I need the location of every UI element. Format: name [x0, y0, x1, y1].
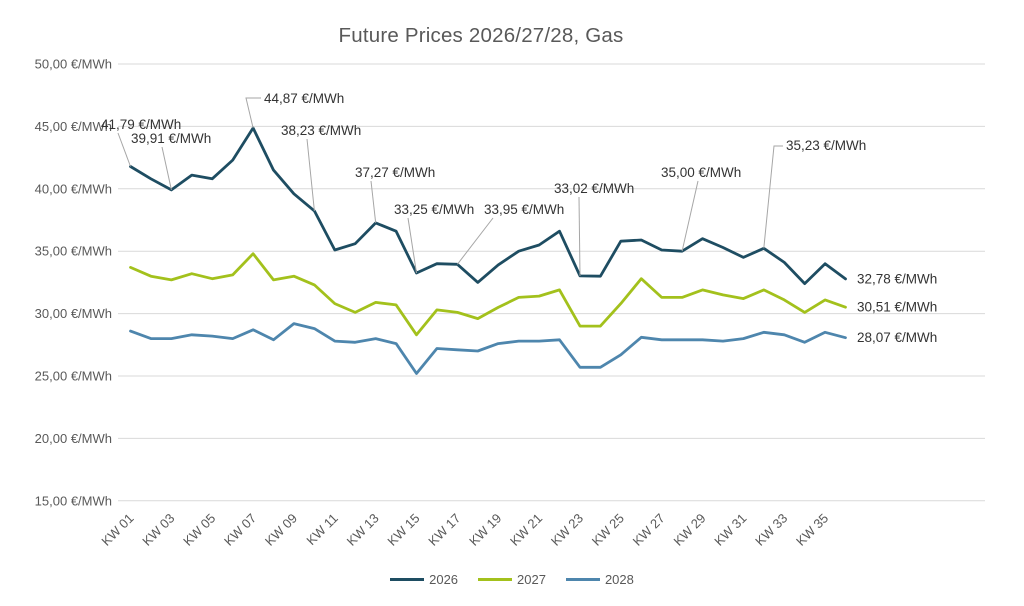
x-axis-label: KW 11 [303, 511, 341, 549]
x-axis-label: KW 33 [752, 511, 790, 549]
annotation-leader [681, 180, 699, 252]
x-axis-label: KW 27 [630, 511, 668, 549]
legend-swatch-2027 [478, 578, 513, 581]
annotation-leader [117, 132, 131, 167]
x-axis-label: KW 19 [466, 511, 504, 549]
legend-item-2027: 2027 [478, 572, 546, 587]
y-axis-label: 20,00 €/MWh [35, 431, 112, 446]
annotation-leader [245, 97, 261, 129]
annotation-leader [763, 145, 783, 249]
annotation-label: 35,23 €/MWh [786, 138, 866, 153]
annotation-label: 35,00 €/MWh [661, 165, 741, 180]
series-end-label: 32,78 €/MWh [857, 271, 937, 286]
x-axis-label: KW 17 [425, 511, 463, 549]
x-axis-label: KW 35 [793, 511, 831, 549]
y-axis-label: 25,00 €/MWh [35, 369, 112, 384]
x-axis-label: KW 25 [589, 511, 627, 549]
series-line-2027 [129, 252, 847, 337]
legend-swatch-2026 [390, 578, 425, 581]
y-axis-label: 50,00 €/MWh [35, 57, 112, 72]
annotation-label: 33,95 €/MWh [484, 202, 564, 217]
y-axis-label: 35,00 €/MWh [35, 244, 112, 259]
annotation-label: 33,02 €/MWh [554, 181, 634, 196]
x-axis-label: KW 03 [139, 511, 177, 549]
annotation-label: 33,25 €/MWh [394, 202, 474, 217]
y-axis-label: 30,00 €/MWh [35, 306, 112, 321]
x-axis-label: KW 21 [507, 511, 545, 549]
legend-label-2028: 2028 [604, 572, 634, 587]
x-axis-label: KW 31 [711, 511, 749, 549]
x-axis-label: KW 23 [548, 511, 586, 549]
annotation-label: 44,87 €/MWh [264, 91, 344, 106]
series-line-2026 [129, 126, 847, 286]
annotation-leader [306, 138, 315, 211]
chart-title: Future Prices 2026/27/28, Gas [338, 24, 624, 47]
annotation-leader [457, 217, 494, 265]
x-axis-label: KW 09 [262, 511, 300, 549]
annotation-label: 38,23 €/MWh [281, 123, 361, 138]
legend-swatch-2028 [565, 578, 600, 581]
y-axis-label: 45,00 €/MWh [35, 119, 112, 134]
annotation-label: 41,79 €/MWh [101, 117, 181, 132]
legend-label-2027: 2027 [517, 572, 546, 587]
annotation-leader [370, 180, 377, 223]
y-axis-label: 15,00 €/MWh [35, 493, 112, 508]
x-axis-label: KW 05 [180, 511, 218, 549]
legend: 2026 2027 2028 [0, 572, 1024, 587]
annotation-leader [578, 196, 581, 276]
series-end-label: 30,51 €/MWh [857, 300, 937, 315]
legend-item-2026: 2026 [390, 572, 458, 587]
annotation-leader [407, 217, 417, 274]
annotation-label: 37,27 €/MWh [355, 165, 435, 180]
series-line-2028 [129, 322, 847, 375]
legend-item-2028: 2028 [565, 572, 634, 587]
series-end-label: 28,07 €/MWh [857, 330, 937, 345]
x-axis-label: KW 15 [384, 511, 422, 549]
x-axis-label: KW 29 [670, 511, 708, 549]
y-axis-label: 40,00 €/MWh [35, 181, 112, 196]
legend-label-2026: 2026 [429, 572, 459, 587]
x-axis-label: KW 01 [98, 511, 136, 549]
annotation-leader [161, 146, 172, 191]
x-axis-label: KW 07 [221, 511, 259, 549]
annotation-label: 39,91 €/MWh [131, 131, 211, 146]
x-axis-label: KW 13 [344, 511, 382, 549]
